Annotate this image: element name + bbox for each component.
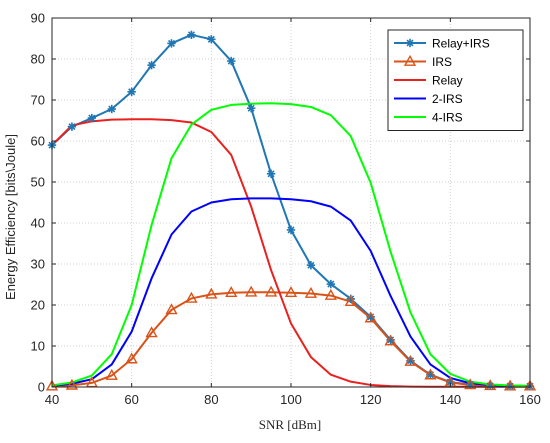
data-point: [464, 378, 477, 390]
plot-frame: [51, 17, 531, 388]
data-point: [405, 38, 415, 48]
data-point: [284, 286, 298, 298]
data-point: [306, 261, 316, 270]
x-tick-label: 40: [45, 392, 59, 407]
data-point: [364, 311, 377, 323]
legend-label: 4-IRS: [432, 111, 463, 125]
data-point: [165, 303, 178, 315]
y-tick-label: 0: [38, 380, 45, 395]
data-point: [326, 279, 336, 289]
data-point: [404, 354, 417, 366]
legend-label: 2-IRS: [432, 92, 463, 106]
data-point: [87, 113, 97, 123]
data-point: [424, 368, 437, 380]
data-point: [205, 287, 218, 299]
data-point: [105, 368, 118, 380]
legend-label: IRS: [432, 55, 452, 69]
legend-label: Relay+IRS: [432, 37, 490, 51]
legend-entry: Relay+IRS: [394, 37, 490, 51]
data-point: [67, 122, 77, 131]
data-point: [225, 286, 238, 298]
data-point: [246, 104, 256, 113]
data-point: [207, 35, 216, 44]
tick-labels: 40 60 80 100 120 140 160 0 10 20 30 40 50 60 70 80 90: [31, 11, 541, 408]
data-point: [147, 60, 156, 70]
data-point: [403, 54, 417, 66]
y-tick-label: 70: [31, 93, 45, 108]
data-point: [185, 291, 198, 303]
data-point: [167, 39, 176, 48]
legend-label: Relay: [432, 74, 463, 88]
x-tick-label: 160: [519, 392, 541, 407]
data-point: [45, 379, 59, 391]
legend-entry: 4-IRS: [394, 111, 463, 125]
x-tick-label: 100: [280, 392, 302, 407]
legend-entry: IRS: [394, 54, 452, 69]
y-tick-label: 90: [31, 11, 45, 26]
x-axis-label: SNR [dBm]: [259, 417, 321, 432]
series-layer: [45, 30, 537, 391]
y-tick-label: 80: [31, 52, 45, 67]
x-tick-label: 140: [439, 392, 461, 407]
data-point: [65, 378, 79, 390]
data-point: [187, 30, 196, 40]
data-point: [145, 326, 158, 338]
y-axis-label: Energy Efficiency [bits\Joule]: [3, 134, 18, 300]
y-tick-label: 10: [31, 339, 45, 354]
data-point: [523, 379, 537, 391]
data-point: [266, 169, 276, 178]
data-point: [245, 285, 258, 297]
data-point: [286, 225, 296, 235]
x-tick-label: 80: [204, 392, 218, 407]
y-tick-label: 50: [31, 175, 45, 190]
data-point: [344, 295, 357, 307]
legend: Relay+IRS IRS Relay 2-IRS 4-IRS: [387, 29, 524, 131]
data-point: [384, 334, 397, 346]
legend-entry: 2-IRS: [394, 92, 463, 106]
data-point: [107, 104, 116, 114]
data-point: [127, 87, 136, 96]
x-tick-label: 60: [124, 392, 138, 407]
data-point: [503, 379, 517, 391]
legend-entry: Relay: [394, 74, 463, 88]
x-tick-label: 120: [360, 392, 382, 407]
data-point: [227, 56, 236, 66]
y-tick-label: 40: [31, 216, 45, 231]
series-line: [51, 102, 531, 387]
data-point: [324, 288, 337, 300]
y-tick-label: 20: [31, 298, 45, 313]
data-point: [125, 352, 138, 364]
y-tick-label: 60: [31, 134, 45, 149]
y-tick-label: 30: [31, 257, 45, 272]
data-point: [264, 285, 278, 297]
data-point: [304, 286, 318, 298]
data-point: [484, 379, 497, 391]
